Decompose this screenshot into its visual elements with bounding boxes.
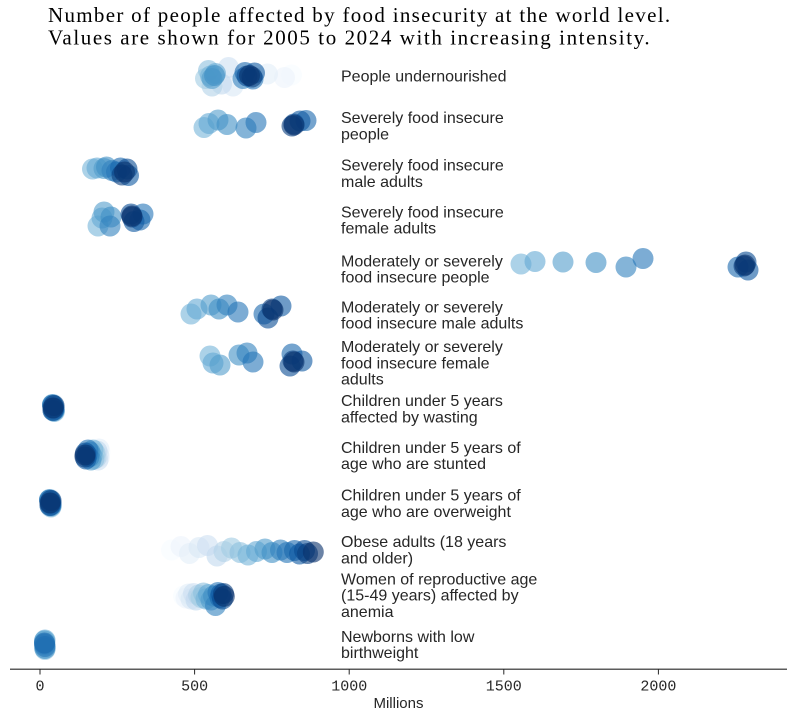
svg-text:(15-49 years) affected by: (15-49 years) affected by (341, 588, 519, 605)
svg-text:People undernourished: People undernourished (341, 69, 506, 86)
svg-text:0: 0 (35, 679, 44, 696)
svg-text:Millions: Millions (373, 695, 423, 712)
svg-text:anemia: anemia (341, 604, 394, 621)
svg-text:Children under 5 years: Children under 5 years (341, 393, 503, 410)
svg-text:Moderately or severely: Moderately or severely (341, 299, 503, 316)
svg-text:age who are stunted: age who are stunted (341, 456, 486, 473)
svg-text:adults: adults (341, 372, 384, 389)
svg-text:Severely food insecure: Severely food insecure (341, 110, 504, 127)
svg-text:Children under 5 years of: Children under 5 years of (341, 440, 521, 457)
svg-text:Newborns with low: Newborns with low (341, 629, 475, 646)
svg-text:Values are shown for 2005 to 2: Values are shown for 2005 to 2024 with i… (48, 26, 651, 50)
svg-text:affected by wasting: affected by wasting (341, 409, 478, 426)
svg-text:Severely food insecure: Severely food insecure (341, 158, 504, 175)
svg-text:Moderately or severely: Moderately or severely (341, 253, 503, 270)
svg-text:people: people (341, 126, 389, 143)
svg-text:food insecure people: food insecure people (341, 270, 490, 287)
svg-text:female adults: female adults (341, 221, 436, 238)
svg-text:age who are overweight: age who are overweight (341, 504, 511, 521)
svg-text:Obese adults (18 years: Obese adults (18 years (341, 534, 506, 551)
svg-text:Number of people affected by f: Number of people affected by food insecu… (48, 3, 671, 27)
svg-text:male adults: male adults (341, 174, 423, 191)
svg-text:Severely food insecure: Severely food insecure (341, 204, 504, 221)
svg-text:and older): and older) (341, 550, 413, 567)
svg-text:food insecure male adults: food insecure male adults (341, 316, 523, 333)
svg-text:food insecure female: food insecure female (341, 355, 490, 372)
svg-text:Women of reproductive age: Women of reproductive age (341, 571, 537, 588)
svg-text:1000: 1000 (331, 679, 367, 696)
svg-text:2000: 2000 (640, 679, 676, 696)
svg-text:500: 500 (181, 679, 208, 696)
svg-text:Children under 5 years of: Children under 5 years of (341, 488, 521, 505)
svg-text:Moderately or severely: Moderately or severely (341, 339, 503, 356)
svg-text:birthweight: birthweight (341, 645, 419, 662)
svg-text:1500: 1500 (486, 679, 522, 696)
